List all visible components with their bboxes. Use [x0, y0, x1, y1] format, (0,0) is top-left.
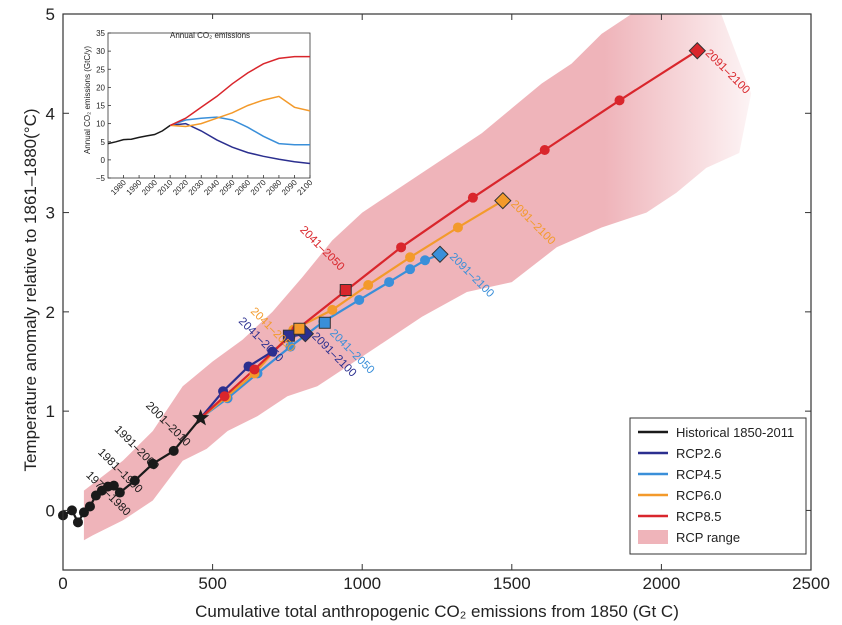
data-point-rcp6-0 [327, 304, 338, 315]
data-point-historical-1850-2011 [129, 475, 140, 486]
legend-label: Historical 1850-2011 [676, 425, 794, 440]
y-tick-label: 2 [46, 303, 55, 322]
data-point-historical-1850-2011 [147, 458, 158, 469]
data-point-rcp8-5 [467, 192, 478, 203]
inset-y-tick-label: 25 [96, 65, 105, 74]
inset-series-line-historical [107, 124, 171, 145]
legend: Historical 1850-2011 RCP2.6 RCP4.5 RCP6.0 RC… [629, 417, 807, 555]
y-axis-label: Temperature anomaly relative to 1861–188… [21, 108, 40, 471]
data-point-end-rcp6-0 [494, 191, 512, 210]
data-point-historical-1850-2011 [168, 445, 179, 456]
data-point-historical-1850-2011 [72, 517, 83, 528]
data-point-rcp6-0 [363, 280, 374, 291]
data-point-rcp8-5 [249, 364, 260, 375]
inset-y-tick-label: 35 [96, 29, 105, 38]
data-point-rcp8-5 [219, 391, 230, 402]
legend-swatch-rcp-range [638, 530, 668, 544]
x-axis-label: Cumulative total anthropogenic CO₂ emiss… [195, 602, 679, 621]
y-tick-label: 5 [46, 5, 55, 24]
inset-series-line-rcp4-5 [169, 116, 310, 146]
data-point-rcp6-0 [405, 252, 416, 263]
data-point-rcp4-5 [420, 255, 431, 266]
data-point-end-rcp4-5 [431, 245, 449, 263]
x-tick-label: 0 [58, 574, 67, 593]
x-tick-label: 1000 [343, 574, 381, 593]
data-point-star-historical-1850-2011 [192, 409, 210, 426]
y-tick-label: 4 [46, 104, 55, 123]
inset-y-tick-label: 30 [96, 47, 105, 56]
rcp-range-band [83, 14, 752, 541]
data-point-rcp4-5 [285, 341, 296, 352]
y-tick-label: 3 [46, 204, 55, 223]
data-point-end-rcp8-5 [688, 42, 707, 60]
x-tick-label: 2000 [642, 574, 680, 593]
data-point-square-rcp2-6 [282, 329, 295, 342]
inset-y-tick-label: −5 [96, 174, 106, 183]
inset-series-line-rcp2-6 [170, 122, 311, 165]
legend-label: RCP4.5 [676, 467, 722, 482]
data-point-rcp4-5 [405, 264, 416, 275]
data-point-historical-1850-2011 [84, 501, 95, 512]
legend-label: RCP8.5 [676, 509, 722, 524]
series-markers [58, 42, 707, 528]
legend-label: RCP2.6 [676, 446, 722, 461]
rcp-range-area [83, 14, 752, 541]
y-tick-label: 1 [46, 402, 55, 421]
data-point-square-rcp4-5 [318, 316, 331, 329]
y-tick-label: 0 [46, 501, 55, 520]
inset-title: Annual CO₂ emissions [170, 31, 250, 40]
series-line-rcp8-5 [199, 49, 698, 419]
inset-y-tick-label: 15 [96, 102, 105, 111]
inset-y-tick-label: 5 [101, 138, 106, 147]
inset-y-tick-label: 20 [96, 83, 105, 92]
data-point-rcp8-5 [396, 242, 407, 253]
x-tick-label: 2500 [792, 574, 830, 593]
data-point-historical-1850-2011 [108, 480, 119, 491]
main-axes: 0 500 1000 1500 2000 2500 0 1 2 3 4 5 [46, 5, 830, 593]
inset-series-line-rcp6-0 [170, 95, 311, 128]
data-point-rcp2-6 [267, 346, 278, 357]
data-point-square-rcp6-0 [293, 322, 306, 335]
data-point-square-rcp8-5 [339, 284, 352, 297]
inset-background [76, 19, 322, 216]
x-tick-label: 500 [198, 574, 226, 593]
plot-frame [62, 13, 812, 571]
legend-label: RCP range [676, 530, 740, 545]
inset-series-line-rcp8-5 [169, 55, 310, 127]
x-tick-label: 1500 [493, 574, 531, 593]
inset-chart: −505101520253035198019902000201020202030… [76, 19, 322, 216]
data-point-historical-1850-2011 [66, 505, 77, 516]
data-point-rcp4-5 [384, 277, 395, 288]
data-point-rcp8-5 [614, 95, 625, 106]
series-line-rcp4-5 [199, 253, 441, 419]
data-point-rcp4-5 [354, 294, 365, 305]
inset-y-axis-label: Annual CO₂ emissions (GtC/y) [83, 46, 92, 154]
inset-y-tick-label: 10 [96, 120, 105, 129]
inset-y-tick-label: 0 [101, 156, 106, 165]
legend-label: RCP6.0 [676, 488, 722, 503]
data-point-rcp6-0 [452, 222, 463, 233]
data-point-rcp8-5 [539, 145, 550, 156]
data-point-historical-1850-2011 [114, 487, 125, 498]
